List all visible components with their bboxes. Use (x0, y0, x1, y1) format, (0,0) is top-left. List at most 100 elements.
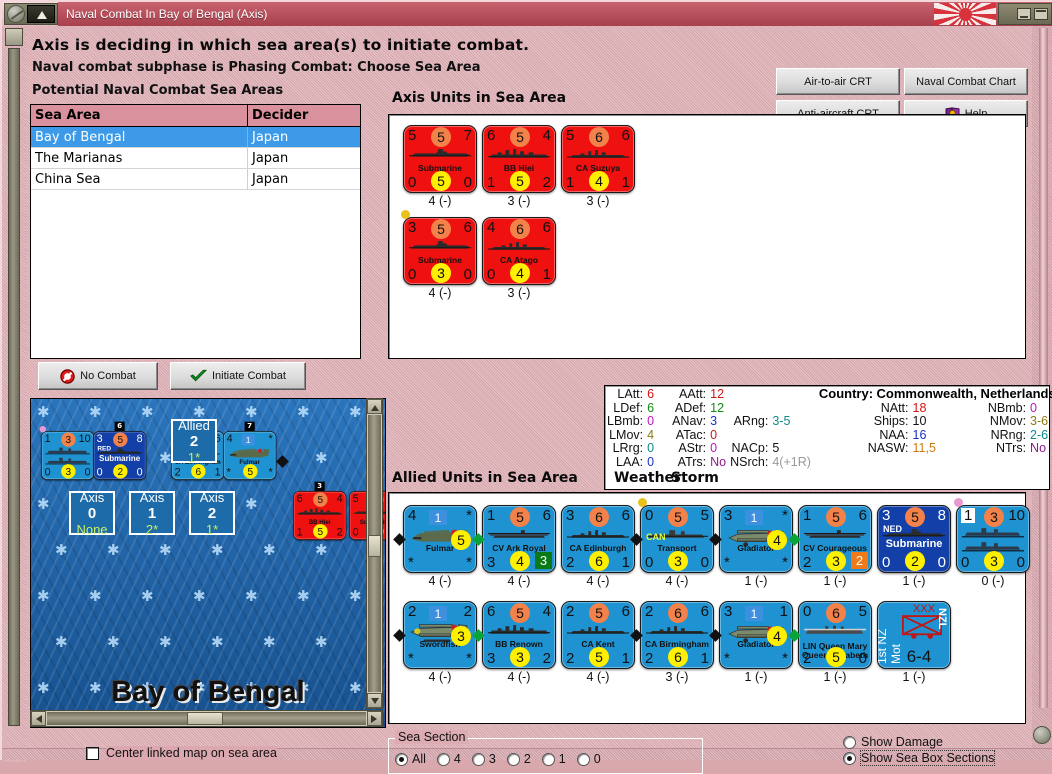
unit-counter[interactable]: Transport CAN 0 5 0 0 5 3 4 (-) (638, 498, 714, 588)
sea-section-option-2[interactable]: 2 (506, 752, 531, 766)
frame-knob-icon[interactable] (1033, 726, 1051, 744)
show-damage-option[interactable]: Show Damage (843, 734, 1028, 750)
map-horizontal-scrollbar[interactable] (30, 710, 383, 727)
scroll-up-arrow-icon[interactable] (367, 399, 382, 414)
unit-counter[interactable]: Swordfish 2 2 * * 3 1 4 (-) (403, 601, 477, 684)
sea-section-option-4[interactable]: 4 (436, 752, 461, 766)
maximize-icon[interactable] (1034, 8, 1048, 20)
counter-face[interactable]: Submarine 3 6 0 0 5 3 (403, 217, 477, 285)
scroll-left-arrow-icon[interactable] (31, 711, 46, 726)
minimize-icon[interactable] (1017, 8, 1031, 20)
table-row[interactable]: The Marianas Japan (31, 148, 360, 169)
sea-section-option-3[interactable]: 3 (471, 752, 496, 766)
sea-section-radio[interactable] (395, 752, 408, 766)
counter-face[interactable]: Fulmar 4 * * * 5 1 (403, 505, 477, 573)
scroll-down-arrow-icon[interactable] (367, 693, 382, 708)
show-damage-radio[interactable] (843, 735, 856, 749)
unit-counter[interactable]: CA Atago 4 6 0 1 6 4 3 (-) (482, 217, 556, 300)
unit-counter[interactable]: CV Courageous 1 6 2 5 3 2 1 (-) (798, 505, 872, 588)
window-restore-arrow-icon[interactable] (27, 5, 55, 23)
unit-counter[interactable]: Submarine NED 3 8 0 0 5 2 1 (-) (877, 505, 951, 588)
unit-counter[interactable]: LIN Queen Mary Queen Elizabeth 0 5 2 0 6 5 1 (-) (798, 601, 872, 684)
counter-face[interactable]: Swordfish 2 2 * * 3 1 (403, 601, 477, 669)
unit-counter[interactable]: CA Edinburgh 3 6 2 1 6 6 4 (-) (561, 505, 635, 588)
sea-section-radio[interactable] (506, 752, 520, 766)
map-vertical-scrollbar[interactable] (366, 398, 383, 709)
counter-face[interactable]: Gladiator 3 1 * * 4 1 (719, 601, 793, 669)
counter-face[interactable]: CA Edinburgh 3 6 2 1 6 6 (561, 505, 635, 573)
sea-area-map[interactable]: ✱✱✱✱✱✱✱✱✱✱✱✱✱✱✱✱✱✱✱✱✱✱✱✱✱✱✱✱✱✱✱✱✱✱✱✱✱✱✱✱… (30, 398, 386, 728)
unit-counter[interactable]: 1st NZ Mot XXX 6-4 NZL 1 (-) (877, 601, 951, 684)
unit-counter[interactable]: BB Renown 6 4 3 2 5 3 4 (-) (482, 601, 556, 684)
table-row[interactable]: Bay of Bengal Japan (31, 127, 360, 148)
unit-counter[interactable]: Fulmar 4 * * * 5 1 4 (-) (403, 505, 477, 588)
unit-counter[interactable]: Gladiator 3 * * * 4 1 1 (-) (719, 505, 793, 588)
counter-face[interactable]: 1 10 0 0 3 3 (41, 431, 95, 480)
unit-counter[interactable]: CV Ark Royal 1 6 3 5 4 3 4 (-) (482, 505, 556, 588)
counter-face[interactable]: 1st NZ Mot XXX 6-4 NZL (877, 601, 951, 669)
center-linked-map-checkbox-group[interactable]: Center linked map on sea area (86, 746, 277, 760)
axis-units-panel[interactable]: Submarine 5 7 0 0 5 5 4 (-) BB Hiei 6 4 1 2 5 5 3 (-) CA… (388, 114, 1026, 359)
unit-counter[interactable]: BB Hiei 6 4 1 2 5 5 3 (-) (482, 125, 556, 208)
window-menu-knob-icon[interactable] (7, 5, 25, 23)
unit-counter[interactable]: CA Suzuya 5 6 1 1 6 4 3 (-) (561, 125, 635, 208)
unit-counter[interactable]: 1 10 0 0 3 3 0 (-) (954, 498, 1030, 588)
sea-section-radio[interactable] (471, 752, 485, 766)
sea-section-radio[interactable] (436, 752, 450, 766)
sea-section-radio[interactable] (541, 752, 555, 766)
unit-counter[interactable]: Fulmar 4 * * * 5 1 7 (223, 421, 277, 480)
unit-counter[interactable]: CA Birmingham 2 6 2 1 6 6 3 (-) (640, 601, 714, 684)
counter-face[interactable]: Fulmar 4 * * * 5 1 (223, 431, 277, 480)
sea-section-option-all[interactable]: All (395, 752, 426, 766)
sea-section-radio[interactable] (576, 752, 590, 766)
counter-face[interactable]: Submarine NED 3 8 0 0 5 2 (877, 505, 951, 573)
counter-face[interactable]: BB Hiei 6 4 1 2 5 5 (482, 125, 556, 193)
counter-face[interactable]: Gladiator 3 * * * 4 1 (719, 505, 793, 573)
show-sea-box-sections-radio[interactable] (843, 751, 856, 765)
show-sea-box-sections-option[interactable]: Show Sea Box Sections (843, 750, 1028, 766)
unit-counter[interactable]: BB Hiei 6 4 1 2 5 5 3 (293, 481, 347, 540)
sea-box[interactable]: Allied 2 1* (171, 418, 217, 465)
unit-counter[interactable]: Submarine RED 3 8 0 0 5 2 6 (93, 421, 147, 480)
unit-counter[interactable]: Submarine 5 7 0 0 5 5 4 (-) (403, 125, 477, 208)
counter-face[interactable]: CV Courageous 1 6 2 5 3 2 (798, 505, 872, 573)
window-menu-controls[interactable] (4, 3, 58, 25)
counter-face[interactable]: LIN Queen Mary Queen Elizabeth 0 5 2 0 6 5 (798, 601, 872, 669)
scroll-track[interactable] (47, 712, 366, 725)
frame-scroll-button[interactable] (5, 28, 23, 46)
allied-units-panel[interactable]: Fulmar 4 * * * 5 1 4 (-) CV Ark Royal 1 6 3 5 4 3 4 (-)… (388, 492, 1030, 724)
sea-section-option-0[interactable]: 0 (576, 752, 601, 766)
scroll-thumb[interactable] (368, 535, 381, 557)
scroll-thumb[interactable] (187, 712, 223, 725)
scroll-track[interactable] (368, 415, 381, 692)
counter-face[interactable]: CA Suzuya 5 6 1 1 6 4 (561, 125, 635, 193)
counter-face[interactable]: Submarine RED 3 8 0 0 5 2 (93, 431, 147, 480)
center-linked-map-checkbox[interactable] (86, 746, 99, 760)
counter-face[interactable]: CV Ark Royal 1 6 3 5 4 3 (482, 505, 556, 573)
unit-counter[interactable]: Gladiator 3 1 * * 4 1 1 (-) (719, 601, 793, 684)
unit-counter[interactable]: CA Kent 2 6 2 1 5 5 4 (-) (561, 601, 635, 684)
naval-combat-chart-button[interactable]: Naval Combat Chart (904, 68, 1028, 95)
sea-box[interactable]: Axis 1 2* (129, 490, 175, 537)
unit-counter[interactable]: 1 10 0 0 3 3 (39, 425, 95, 480)
window-size-controls[interactable] (998, 3, 1052, 25)
sea-box[interactable]: Axis 0 None (69, 490, 115, 537)
counter-face[interactable]: CA Kent 2 6 2 1 5 5 (561, 601, 635, 669)
scroll-right-arrow-icon[interactable] (367, 711, 382, 726)
table-row[interactable]: China Sea Japan (31, 169, 360, 190)
initiate-combat-button[interactable]: Initiate Combat (170, 362, 306, 390)
counter-face[interactable]: BB Renown 6 4 3 2 5 3 (482, 601, 556, 669)
air-to-air-crt-button[interactable]: Air-to-air CRT (776, 68, 900, 95)
sea-area-table[interactable]: Sea Area Decider Bay of Bengal Japan The M… (30, 104, 361, 359)
unit-footer-value: 4 (-) (428, 286, 452, 300)
no-combat-button[interactable]: No Combat (38, 362, 158, 390)
counter-face[interactable]: BB Hiei 6 4 1 2 5 5 (293, 491, 347, 540)
sea-box[interactable]: Axis 2 1* (189, 490, 235, 537)
counter-face[interactable]: 1 10 0 0 3 3 (956, 505, 1030, 573)
counter-face[interactable]: CA Atago 4 6 0 1 6 4 (482, 217, 556, 285)
unit-counter[interactable]: Submarine 3 6 0 0 5 3 4 (-) (401, 210, 477, 300)
counter-face[interactable]: Transport CAN 0 5 0 0 5 3 (640, 505, 714, 573)
sea-section-option-1[interactable]: 1 (541, 752, 566, 766)
